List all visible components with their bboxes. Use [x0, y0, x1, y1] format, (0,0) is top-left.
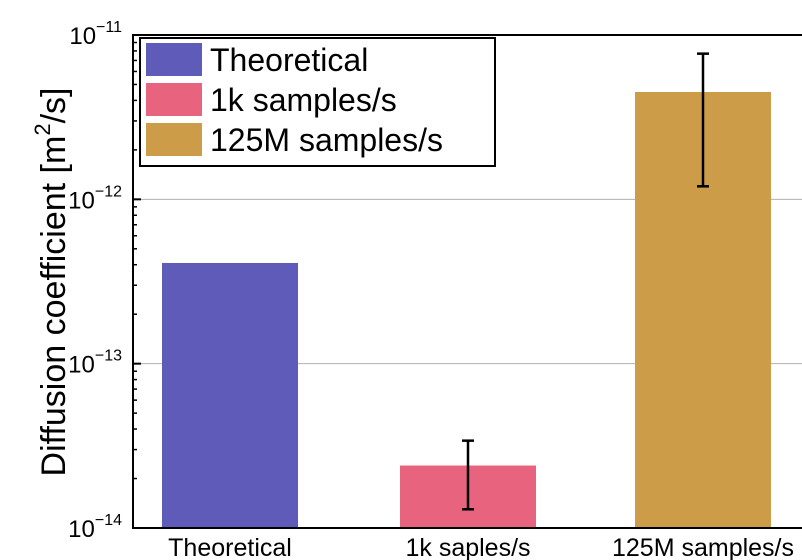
x-category-label: Theoretical	[168, 534, 292, 560]
x-category-labels: Theoretical 1k saples/s 125M samples/s	[168, 534, 794, 560]
legend: Theoretical 1k samples/s 125M samples/s	[139, 37, 496, 167]
error-bars-group	[462, 52, 709, 511]
x-category-label: 125M samples/s	[612, 534, 794, 560]
bar	[162, 262, 298, 528]
x-category-label: 1k saples/s	[405, 534, 530, 560]
plot-frame	[132, 34, 802, 529]
legend-swatch	[146, 123, 202, 156]
y-ticks-group: 10−14 10−13 10−12 10−11	[68, 19, 141, 543]
legend-swatch	[146, 83, 202, 116]
legend-swatch	[146, 43, 202, 76]
legend-label: 1k samples/s	[210, 82, 397, 118]
legend-label: Theoretical	[210, 42, 368, 78]
y-tick-label: 10−14	[68, 512, 122, 543]
legend-label: 125M samples/s	[210, 122, 443, 158]
bars-group	[162, 91, 771, 529]
y-axis-label: Diffusion coefficient [m2/s]	[30, 88, 73, 477]
y-tick-label: 10−11	[69, 19, 122, 50]
y-tick-label: 10−13	[68, 348, 122, 379]
y-tick-label: 10−12	[68, 183, 122, 214]
